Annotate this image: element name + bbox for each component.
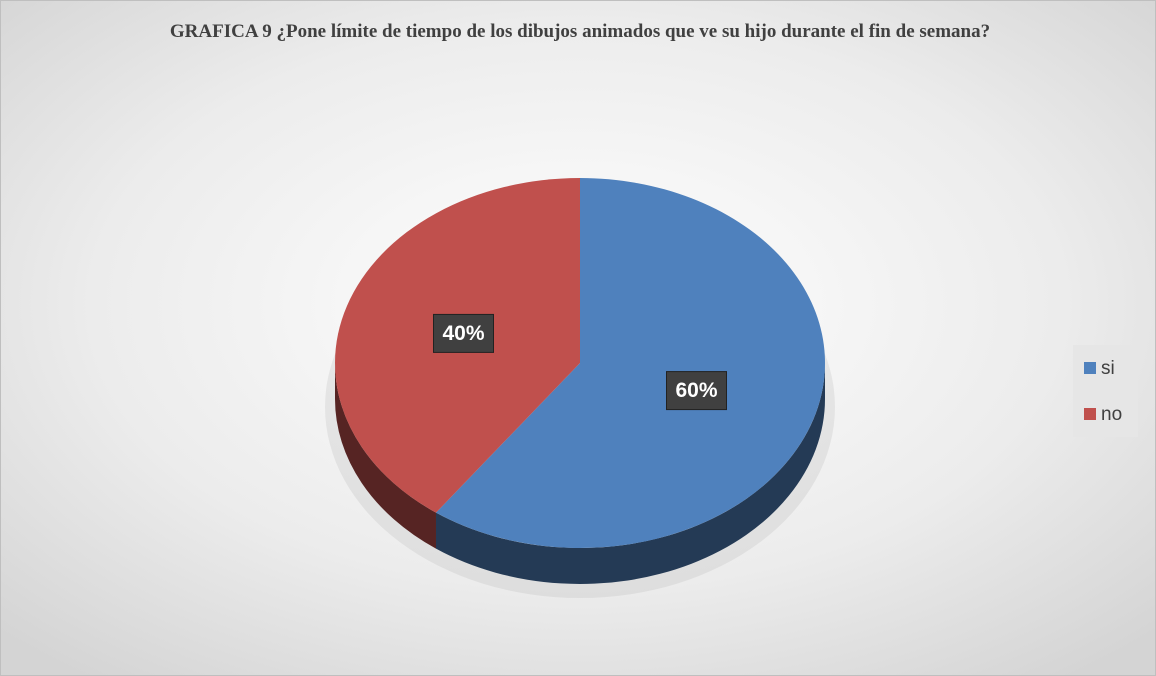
legend-label: si — [1101, 358, 1115, 379]
legend-swatch — [1084, 408, 1096, 420]
legend-box — [1073, 345, 1138, 437]
data-label-box — [432, 313, 494, 353]
data-label: 40% — [442, 322, 484, 345]
data-label: 60% — [675, 379, 717, 402]
slice-side — [335, 363, 436, 549]
legend-label: no — [1101, 404, 1122, 425]
chart-title: GRAFICA 9 ¿Pone límite de tiempo de los … — [169, 21, 991, 42]
title-box: GRAFICA 9 ¿Pone límite de tiempo de los … — [169, 21, 991, 42]
slice — [435, 178, 825, 549]
legend-swatch — [1084, 362, 1096, 374]
data-label-box — [666, 371, 728, 411]
slice-side — [435, 363, 825, 585]
